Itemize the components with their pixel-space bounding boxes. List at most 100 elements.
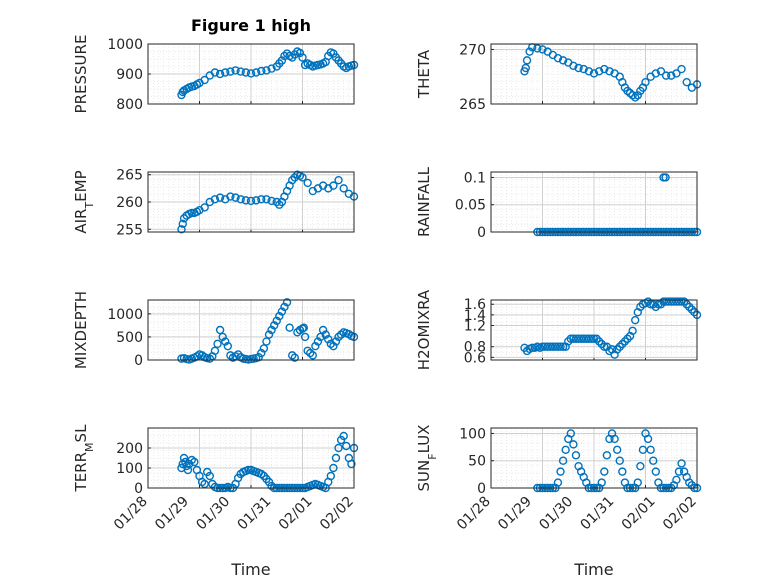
x-tick-label: 01/31 [235, 494, 275, 534]
data-point [615, 342, 624, 351]
axes-box [490, 299, 698, 361]
data-point [280, 302, 289, 312]
y-tick-label: 265 [116, 168, 143, 184]
x-tick-label: 01/31 [578, 494, 618, 534]
data-point [210, 346, 220, 355]
data-point [628, 91, 637, 100]
data-point [300, 332, 310, 342]
data-point [600, 467, 609, 476]
y-tick-label: 1.6 [464, 297, 486, 313]
data-point [231, 193, 240, 202]
data-point [326, 339, 336, 349]
data-point [566, 429, 576, 438]
x-tick-label: 02/02 [317, 494, 357, 534]
y-tick-label: 0 [134, 353, 143, 369]
data-point [558, 456, 568, 465]
data-point [618, 467, 627, 476]
data-point [569, 61, 578, 71]
data-point [321, 330, 330, 339]
data-point [538, 45, 547, 54]
subplot-5: 0 500 1000 MIXDEPTH [72, 291, 359, 369]
y-tick-label: 255 [116, 222, 143, 238]
data-point [551, 342, 560, 351]
figure-title: Figure 1 high [191, 16, 311, 35]
data-point [272, 316, 281, 325]
data-point [264, 330, 274, 339]
x-tick-label: 01/28 [454, 494, 494, 534]
data-point [594, 67, 604, 76]
data-point [664, 297, 673, 306]
y-axis-label: THETA [415, 49, 433, 99]
data-point [646, 445, 655, 455]
data-point [566, 334, 576, 343]
data-point [592, 334, 601, 343]
data-point [311, 341, 320, 351]
data-point [600, 64, 609, 74]
data-point [183, 465, 193, 475]
data-point [231, 66, 240, 75]
subplot-8: 0 50 100 SUNFLUX 01/28 01/29 01/30 01/31 02/01 02… [415, 425, 702, 534]
data-point [649, 300, 658, 309]
data-point [672, 475, 681, 485]
data-point [574, 63, 583, 73]
data-point [236, 67, 245, 76]
data-point [623, 86, 632, 96]
data-point [556, 467, 565, 476]
subplot-7: 0 100 200 TERRMSL 01/28 01/29 01/30 01/31 02/01 0… [72, 424, 359, 534]
data-point [558, 342, 568, 351]
data-point [612, 345, 622, 354]
data-point [342, 441, 351, 451]
data-point [298, 324, 307, 333]
x-tick-label: 02/01 [619, 494, 659, 534]
data-point [282, 49, 292, 58]
data-point [677, 64, 686, 74]
data-point [615, 456, 624, 465]
data-point [679, 297, 689, 306]
y-tick-label: 260 [116, 195, 143, 211]
data-point [561, 445, 570, 455]
data-point [210, 68, 220, 77]
y-tick-label: 0 [477, 225, 486, 241]
data-point [226, 67, 235, 76]
y-axis-label: MIXDEPTH [72, 291, 90, 369]
data-point [334, 175, 343, 185]
x-tick-label: 01/30 [536, 494, 576, 534]
y-tick-label: 0.6 [464, 350, 486, 366]
data-point [672, 69, 681, 78]
x-tick-label: 01/28 [111, 494, 151, 534]
data-point [556, 342, 565, 351]
data-point [533, 44, 542, 53]
data-point [690, 308, 699, 317]
data-point [269, 321, 279, 330]
y-tick-label: 1.4 [464, 308, 486, 324]
data-point [313, 337, 323, 346]
data-point [625, 88, 635, 98]
subplot-3: 255 260 265 AIRTEMP [72, 168, 359, 238]
data-point [285, 323, 294, 332]
y-tick-label: 265 [459, 97, 486, 113]
data-point [334, 332, 343, 342]
data-point [574, 334, 583, 343]
data-point [215, 193, 225, 202]
data-point [329, 341, 338, 351]
x-tick-label: 02/01 [276, 494, 316, 534]
data-point [602, 451, 612, 460]
data-point [303, 178, 312, 188]
data-point [267, 64, 276, 73]
axes-box [490, 171, 698, 233]
data-point [600, 342, 609, 351]
x-tick-label: 01/29 [152, 494, 192, 534]
data-point [538, 342, 547, 351]
y-tick-label: 1000 [107, 307, 143, 323]
data-point [558, 56, 568, 65]
data-point [254, 353, 263, 362]
data-point [336, 330, 346, 339]
axes-box [490, 43, 698, 105]
y-tick-label: 270 [459, 42, 486, 58]
data-point [579, 334, 588, 343]
data-point [674, 467, 684, 476]
data-point [636, 461, 645, 471]
data-point [215, 325, 225, 335]
axes-box [147, 43, 355, 105]
